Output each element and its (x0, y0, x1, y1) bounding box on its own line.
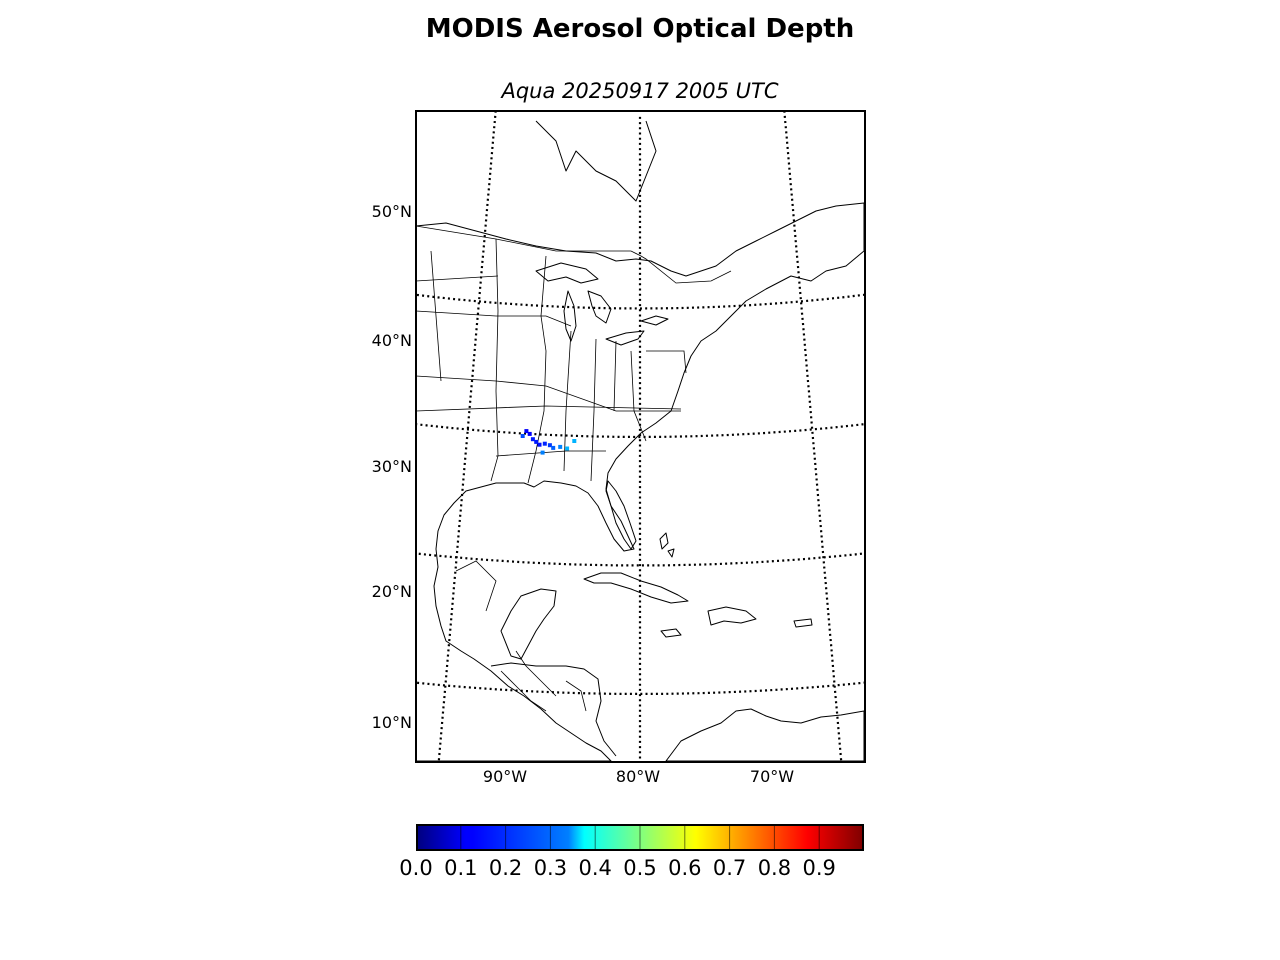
parallel-30 (416, 552, 864, 567)
coastline-central-america (490, 662, 617, 757)
lat-label-50: 50°N (371, 202, 412, 221)
lat-label-30: 30°N (371, 457, 412, 476)
lat-label-10: 10°N (371, 713, 412, 732)
lake-superior (535, 262, 599, 284)
lake-michigan (563, 290, 577, 342)
figure-title: MODIS Aerosol Optical Depth (425, 14, 855, 44)
map-panel (416, 111, 864, 761)
island-bahamas-2 (667, 548, 675, 558)
lake-ontario (640, 315, 669, 326)
lat-label-40: 40°N (371, 331, 412, 350)
aod-point-8 (558, 444, 563, 449)
parallel-50 (416, 293, 864, 310)
map-subtitle: Aqua 20250917 2005 UTC (501, 79, 779, 103)
lake-erie (605, 330, 645, 346)
colorbar-label-2: 0.2 (488, 856, 523, 880)
aod-point-4 (537, 442, 542, 447)
colorbar-label-8: 0.8 (757, 856, 792, 880)
state-borders (416, 238, 687, 484)
aod-point-6 (547, 443, 552, 448)
border-us-canada (416, 225, 732, 284)
colorbar-label-3: 0.3 (533, 856, 568, 880)
island-jamaica (660, 628, 682, 638)
colorbar-label-0: 0.0 (399, 856, 433, 880)
coastline-yucatan (500, 588, 557, 660)
colorbar-label-7: 0.7 (712, 856, 747, 880)
island-hispaniola (707, 606, 757, 626)
meridian-70w (783, 111, 843, 761)
island-puerto-rico (793, 618, 813, 628)
aod-point-10 (520, 434, 525, 438)
colorbar-label-4: 0.4 (578, 856, 612, 880)
canada-coast (535, 120, 657, 202)
island-cuba (583, 572, 689, 604)
aod-point-5 (542, 441, 547, 446)
coastline-south-america (665, 708, 864, 761)
colorbar-label-1: 0.1 (444, 856, 478, 880)
aod-point-7 (551, 445, 556, 450)
lat-label-20: 20°N (371, 582, 412, 601)
aod-point-3 (534, 439, 539, 444)
mexico-borders (455, 560, 587, 712)
aod-point-0 (524, 429, 529, 434)
meridian-90w (437, 111, 497, 761)
colorbar-label-6: 0.6 (668, 856, 702, 880)
lon-label-70w: 70°W (749, 767, 795, 786)
colorbar-label-9: 0.9 (802, 856, 836, 880)
aod-point-2 (530, 437, 535, 442)
colorbar (416, 824, 864, 851)
lake-huron (587, 290, 612, 324)
colorbar-label-5: 0.5 (623, 856, 657, 880)
island-bahamas (659, 532, 669, 550)
aod-point-1 (527, 431, 532, 436)
aod-point-11 (572, 439, 577, 443)
basemap (416, 111, 864, 761)
aod-point-9 (565, 446, 570, 451)
lon-label-90w: 90°W (482, 767, 528, 786)
coastline-florida (605, 480, 637, 550)
lon-label-80w: 80°W (615, 767, 661, 786)
aod-point-12 (540, 450, 545, 455)
